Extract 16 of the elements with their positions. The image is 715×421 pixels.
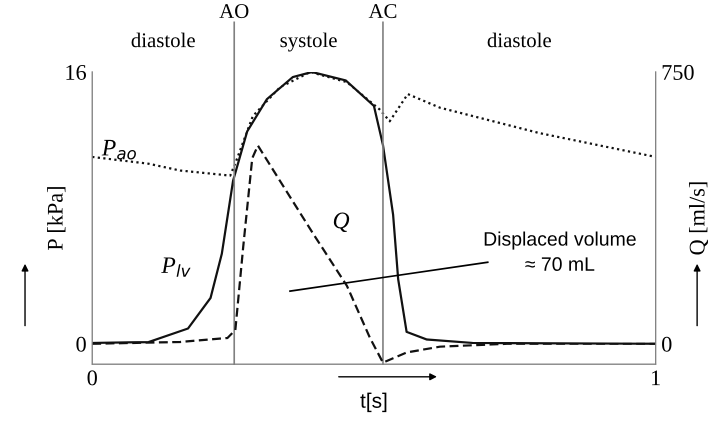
series-label: Q [334, 212, 350, 232]
x-axis-title: t[s] [360, 392, 386, 412]
y2-tick-label: 0 [662, 336, 672, 352]
series-label: P$_{lv}$ [161, 257, 191, 277]
annotation: Displaced volume ≈ 70 mL [484, 231, 636, 271]
y2-tick-label: 750 [662, 64, 694, 80]
y-tick-label: 16 [66, 64, 86, 80]
text: systole [280, 32, 337, 52]
y2-axis-title: Q [ml/s] [688, 182, 708, 255]
x-tick-label: 1 [652, 370, 660, 386]
ref-line-label: AC [368, 4, 396, 18]
y-axis-title: P [kPa] [47, 187, 66, 250]
ref-line-label: AO [219, 4, 248, 18]
text: diastole [488, 32, 551, 48]
series-label: P$_{ao}$ [102, 140, 136, 160]
text: diastole [132, 32, 195, 48]
